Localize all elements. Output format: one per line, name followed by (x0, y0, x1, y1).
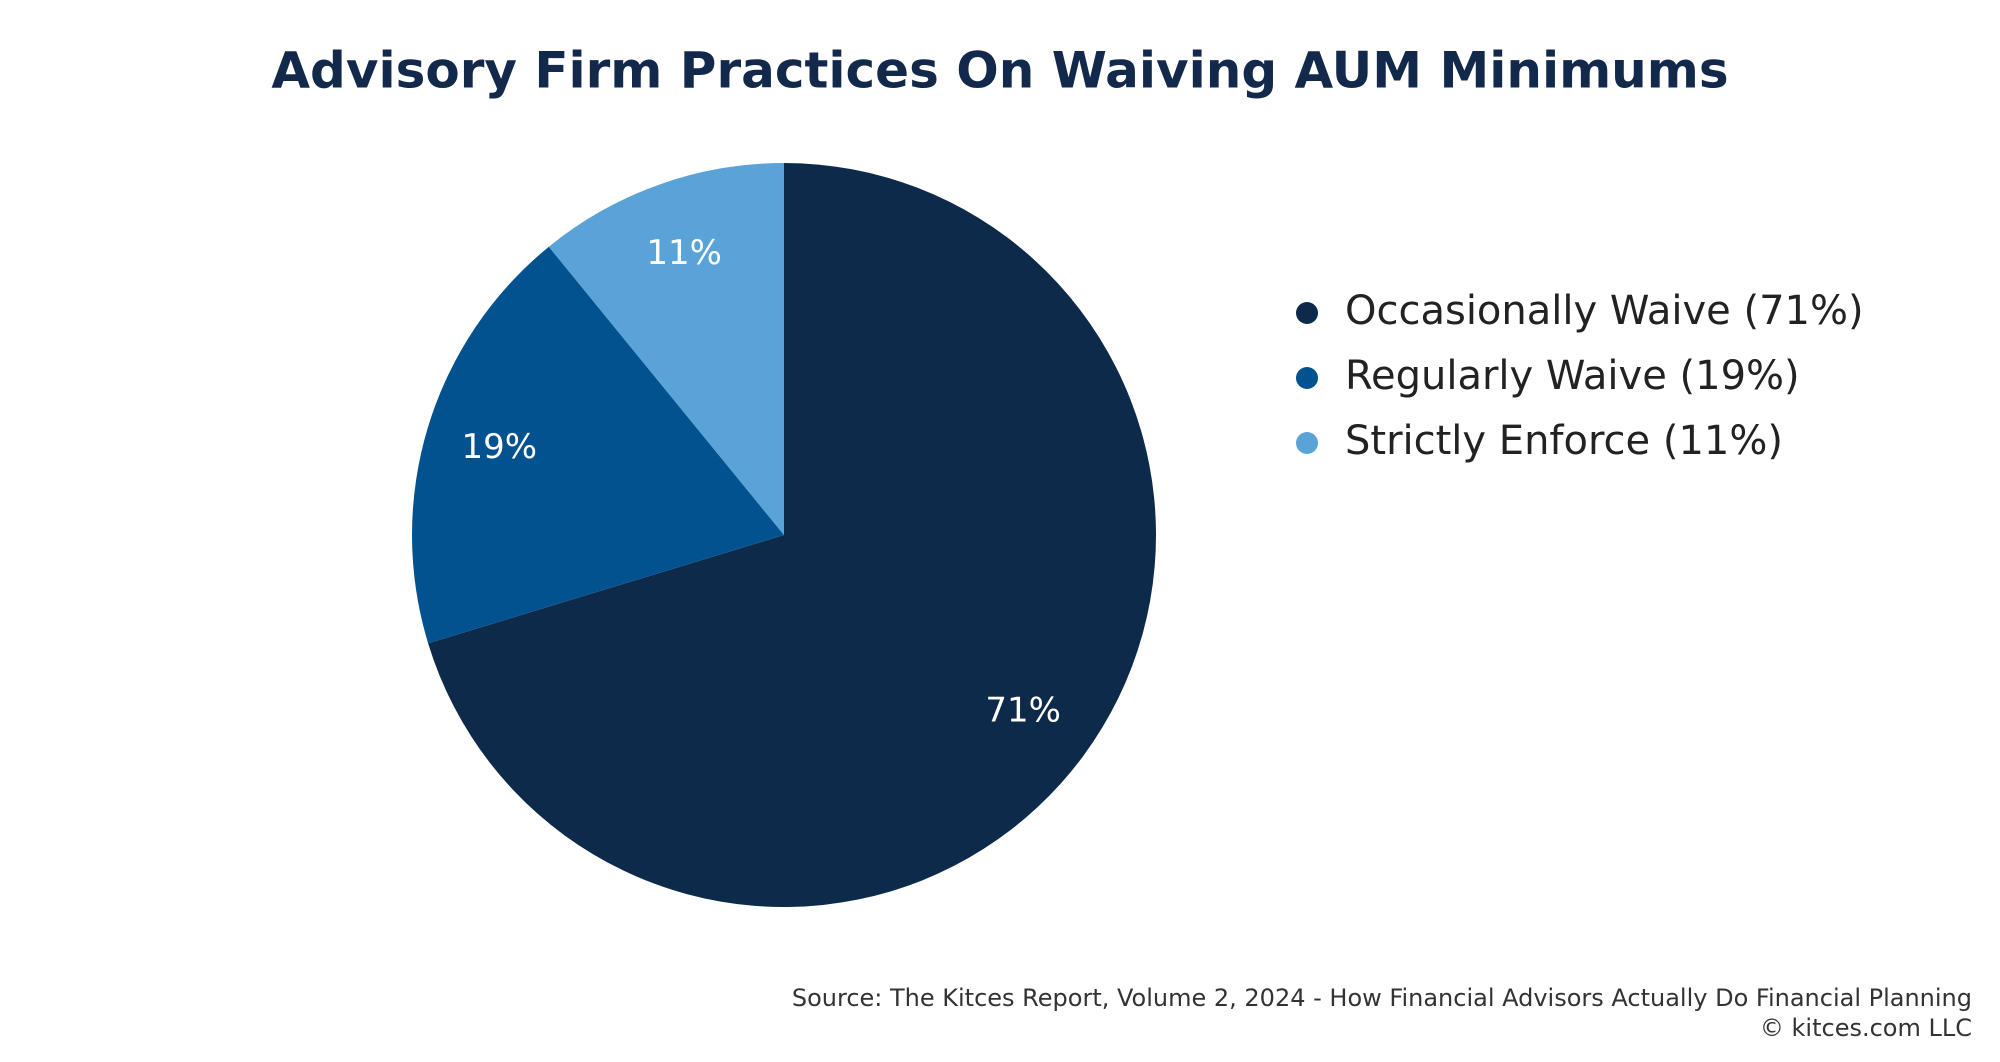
legend-marker (1296, 367, 1318, 389)
pie-slice (412, 246, 784, 644)
legend-label: Regularly Waive (19%) (1345, 353, 1800, 399)
chart-title: Advisory Firm Practices On Waiving AUM M… (271, 42, 1728, 100)
source-note: Source: The Kitces Report, Volume 2, 202… (792, 984, 1972, 1012)
legend-label: Strictly Enforce (11%) (1345, 418, 1783, 464)
legend-marker (1296, 432, 1318, 454)
data-label: 19% (462, 427, 538, 467)
pie-slice (548, 163, 784, 535)
legend-marker (1296, 302, 1318, 324)
copyright-note: © kitces.com LLC (1760, 1014, 1972, 1042)
legend-label: Occasionally Waive (71%) (1345, 288, 1864, 334)
data-label: 71% (985, 691, 1061, 731)
pie-slice (428, 163, 1157, 907)
data-label: 11% (646, 233, 722, 273)
